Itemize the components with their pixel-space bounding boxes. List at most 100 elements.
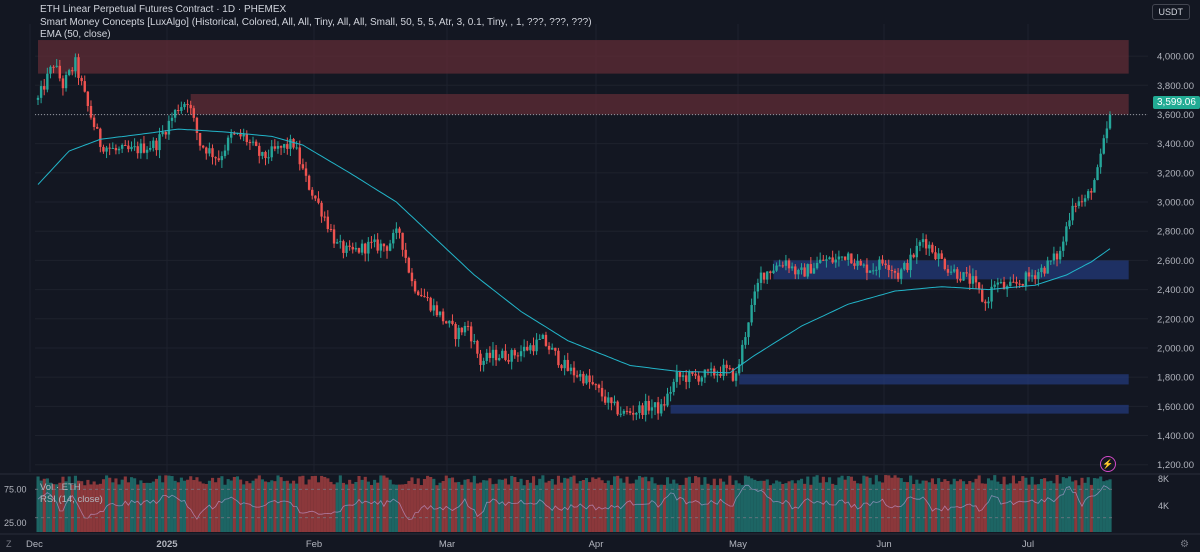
volume-bar [625,476,629,532]
candle-body [747,322,750,338]
x-tick-label: Mar [439,539,455,550]
candle-body [498,357,501,361]
rsi-label[interactable]: RSI (14, close) [40,494,103,505]
candle-body [292,138,295,148]
x-tick-label: Apr [589,539,604,550]
volume-bar [182,480,187,532]
candle-body [628,411,632,413]
candle-body [298,147,301,165]
y-tick-label: 1,200.00 [1157,460,1194,471]
volume-bar [1083,482,1087,532]
candle-body [373,239,376,242]
volume-bar [1092,478,1097,532]
volume-bar [672,479,676,532]
price-axis[interactable]: 4,000.00 3,800.00 3,600.00 3,400.00 3,200.00… [1148,0,1200,552]
candle-body [445,321,448,324]
candle-body [1096,167,1099,181]
volume-bar [1046,481,1050,532]
volume-bar [812,476,816,532]
candle-body [903,263,906,270]
indicator-label[interactable]: Smart Money Concepts [LuxAlgo] (Historic… [40,16,592,28]
candle-body [825,259,828,261]
volume-bar [413,483,417,532]
candle-body [563,359,566,369]
candle-body [868,270,872,273]
y-tick-label: 1,800.00 [1157,373,1194,384]
candle-body [463,325,467,333]
candle-body [401,232,404,250]
volume-bar [634,479,638,532]
volume-bar [547,480,551,532]
volume-bar [226,479,230,532]
candle-body [672,381,675,393]
volume-bar [619,478,623,532]
candle-body [273,146,277,149]
volume-bar [186,479,190,532]
candle-body [214,157,217,159]
candle-body [1009,281,1012,287]
volume-bar [270,480,274,532]
volume-bar [491,484,495,532]
settings-icon[interactable]: ⚙ [1180,539,1189,550]
volume-bar [831,483,835,532]
currency-selector[interactable]: USDT [1151,4,1190,20]
candle-body [1105,128,1109,139]
volume-bar [687,476,691,532]
volume-bar [694,476,698,532]
volume-label[interactable]: Vol · ETH [40,482,81,493]
volume-bar [117,484,121,532]
candle-body [700,377,703,382]
volume-bar [684,477,688,532]
candle-body [918,242,922,246]
volume-bar [690,483,695,532]
candle-body [663,404,666,406]
volume-bar [42,478,46,532]
candle-body [940,253,943,259]
volume-bar [1108,479,1112,532]
volume-bar [61,476,65,532]
candle-body [921,239,925,243]
candle-body [304,168,308,176]
volume-bar [170,476,174,532]
volume-bar [242,484,246,532]
volume-bar [909,475,913,532]
volume-bar [806,476,810,532]
candle-body [569,367,573,371]
candle-body [974,276,978,283]
ema-label[interactable]: EMA (50, close) [40,29,111,40]
volume-bar [983,483,987,532]
volume-bar [447,478,451,532]
volume-bar [563,477,567,532]
volume-bar [1052,483,1056,532]
candle-body [893,270,897,273]
volume-bar [743,475,747,532]
symbol-title[interactable]: ETH Linear Perpetual Futures Contract · … [40,4,287,15]
gear-icon[interactable]: Z [6,539,12,549]
candle-body [522,346,526,352]
volume-bar [239,479,243,532]
candle-body [58,65,62,79]
candle-body [616,401,619,415]
candle-body [117,148,121,151]
candle-body [245,133,248,143]
candle-body [656,402,660,414]
volume-bar [700,484,704,532]
volume-bar [335,482,339,532]
candle-body [706,369,710,371]
time-axis[interactable]: Dec 2025 Feb Mar Apr May Jun Jul Z ⚙ [0,533,1200,550]
candle-body [896,272,900,279]
candle-body [254,141,258,146]
candle-body [339,241,342,243]
candle-body [778,265,781,267]
lightning-icon[interactable]: ⚡ [1100,456,1116,472]
volume-bar [990,480,994,532]
volume-bar [45,478,49,532]
volume-bar [260,479,264,532]
volume-bar [1043,478,1047,532]
volume-bar [924,480,928,532]
volume-tick-label: 8K [1158,474,1169,484]
volume-bar [737,483,741,532]
volume-bar [432,478,436,532]
candle-body [952,269,956,272]
